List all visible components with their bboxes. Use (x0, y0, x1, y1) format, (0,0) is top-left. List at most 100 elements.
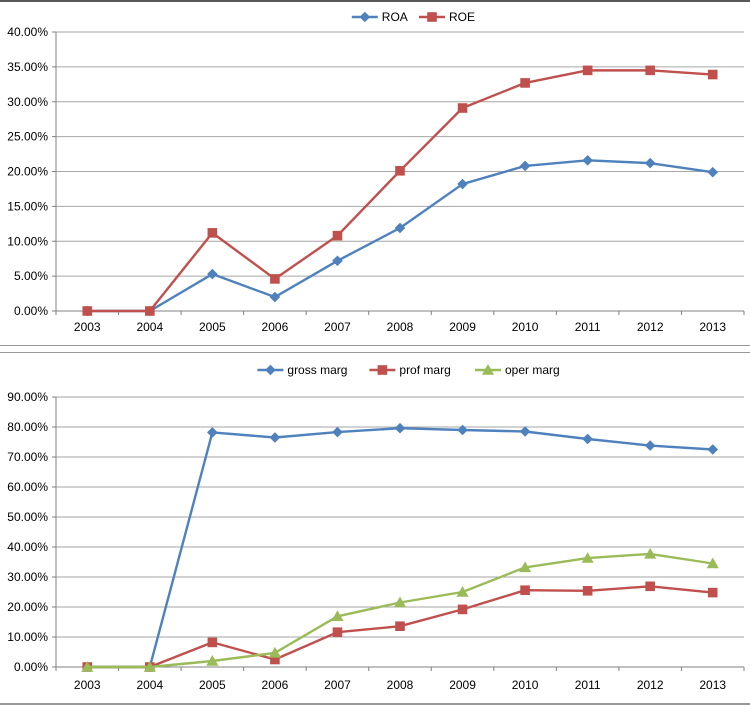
margins-chart[interactable]: 0.00% 10.00% 20.00% 30.00% 40.00% 50.00% 60.00… (0, 352, 750, 703)
legend-label: ROA (382, 10, 408, 24)
legend-marker (481, 363, 495, 375)
legend-item-oper-marg: oper marg (475, 363, 560, 377)
gross-marg-marker (269, 432, 281, 443)
x-tick-label: 2008 (387, 320, 414, 334)
oper-marg-marker (331, 610, 344, 621)
y-tick-label: 10.00% (7, 234, 48, 248)
x-tick-label: 2003 (74, 320, 101, 334)
gross-marg-marker (644, 440, 656, 451)
oper-marg-marker (393, 596, 407, 608)
y-tick-label: 30.00% (7, 570, 48, 584)
y-tick-label: 80.00% (7, 420, 48, 434)
ROE-line (87, 69, 713, 313)
ROA-marker (269, 291, 281, 303)
oper-marg-marker (706, 557, 719, 569)
ROE-marker (645, 65, 655, 76)
x-tick-label: 2011 (575, 320, 601, 334)
y-tick-label: 50.00% (7, 510, 48, 524)
x-tick-label: 2005 (199, 320, 226, 334)
gross-marg-marker (519, 426, 531, 437)
x-tick-label: 2003 (74, 678, 101, 692)
gross-marg-marker (394, 422, 406, 434)
gross-marg-marker (707, 444, 719, 455)
gross-marg-line (87, 426, 713, 669)
legend-item-gross-marg: gross marg (257, 363, 347, 377)
x-tick-label: 2009 (449, 678, 476, 692)
x-tick-label: 2007 (324, 678, 351, 692)
x-tick-label: 2004 (136, 678, 163, 692)
ROE-marker (270, 274, 280, 284)
y-tick-label: 15.00% (7, 199, 48, 213)
ROA-marker (394, 222, 406, 234)
x-tick-label: 2011 (575, 678, 601, 692)
y-tick-label: 0.00% (14, 660, 48, 674)
ROE-marker (207, 228, 218, 238)
gross-marg-marker (207, 427, 218, 438)
x-tick-label: 2010 (512, 320, 539, 334)
ROE-marker (82, 306, 93, 316)
prof-marg-marker (207, 637, 218, 648)
oper-marg-marker (581, 552, 594, 563)
gross-marg-marker (582, 433, 593, 445)
y-tick-label: 30.00% (7, 95, 48, 109)
legend-item-ROA: ROA (351, 10, 408, 24)
x-tick-label: 2006 (262, 320, 289, 334)
y-tick-label: 60.00% (7, 480, 48, 494)
oper-marg-marker (268, 646, 281, 658)
y-tick-label: 10.00% (7, 630, 48, 644)
ROA-marker (519, 160, 531, 172)
ROE-marker (520, 78, 530, 88)
roa-roe-chart[interactable]: 0.00% 5.00% 10.00% 15.00% 20.00% 25.00% 30.00%… (0, 2, 750, 345)
legend-item-prof-marg: prof marg (369, 363, 451, 377)
oper-marg-line (87, 552, 713, 669)
oper-marg-marker (143, 660, 156, 672)
ROE-marker (457, 103, 468, 113)
ROE-marker (145, 306, 155, 316)
ROE-marker (707, 69, 718, 80)
prof-marg-marker (520, 585, 530, 595)
y-tick-label: 40.00% (7, 540, 48, 554)
legend-item-ROE: ROE (419, 10, 475, 24)
ROA-marker (582, 155, 593, 166)
oper-marg-marker (456, 585, 469, 597)
legend-marker (359, 11, 371, 23)
y-tick-label: 25.00% (7, 130, 48, 144)
x-tick-label: 2005 (199, 678, 226, 692)
x-tick-label: 2004 (136, 320, 163, 334)
legend-marker (265, 364, 276, 376)
x-tick-label: 2012 (637, 320, 664, 334)
gross-marg-marker (457, 424, 468, 436)
oper-marg-marker (81, 660, 94, 672)
prof-marg-marker (707, 587, 718, 598)
legend-label: gross marg (287, 363, 347, 377)
ROA-line (87, 159, 713, 313)
x-tick-label: 2006 (262, 678, 289, 692)
x-tick-label: 2009 (449, 320, 476, 334)
legend-label: prof marg (399, 363, 450, 377)
sheet-top-border (0, 0, 750, 2)
y-tick-label: 20.00% (7, 600, 48, 614)
x-tick-label: 2007 (324, 320, 351, 334)
y-tick-label: 20.00% (7, 165, 48, 179)
y-tick-label: 40.00% (7, 25, 48, 39)
ROA-marker (457, 178, 468, 190)
x-tick-label: 2013 (699, 678, 726, 692)
x-tick-label: 2010 (512, 678, 539, 692)
oper-marg-marker (206, 654, 219, 666)
chart-divider (0, 345, 750, 353)
legend-label: ROE (449, 10, 475, 24)
y-tick-label: 0.00% (14, 304, 48, 318)
x-tick-label: 2012 (637, 678, 664, 692)
y-tick-label: 5.00% (14, 269, 48, 283)
ROE-marker (395, 166, 405, 176)
legend-marker (377, 365, 388, 375)
prof-marg-marker (395, 621, 405, 631)
sheet-bottom-border (0, 703, 750, 705)
y-tick-label: 90.00% (7, 390, 48, 404)
prof-marg-marker (645, 581, 655, 592)
legend-marker (427, 12, 437, 22)
ROA-marker (207, 268, 218, 280)
prof-marg-marker (582, 586, 593, 596)
prof-marg-marker (332, 627, 343, 637)
x-tick-label: 2013 (699, 320, 726, 334)
